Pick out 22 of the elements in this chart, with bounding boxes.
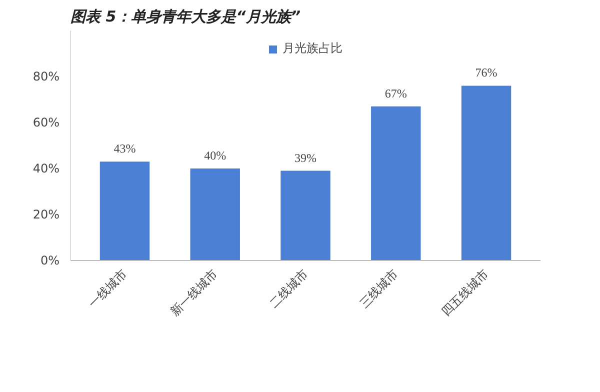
y-tick-label: 80% [32, 70, 60, 84]
y-tick-label: 0% [40, 254, 60, 268]
y-tick-label: 60% [32, 116, 60, 130]
x-tick-label: 四五线城市 [438, 266, 492, 319]
x-tick-label: 新一线城市 [168, 266, 220, 319]
y-tick-label: 40% [32, 162, 60, 176]
x-tick-label: 三线城市 [356, 266, 401, 310]
legend-label: 月光族占比 [282, 40, 342, 57]
text: 40% [204, 148, 226, 162]
bar [100, 162, 150, 260]
text: 43% [114, 142, 136, 156]
chart-title: 图表 5：单身青年大多是“月光族” [70, 8, 301, 26]
bar [190, 168, 240, 260]
bar [461, 86, 512, 260]
text: 67% [384, 86, 407, 100]
x-tick-label: 一线城市 [86, 266, 130, 310]
bar [280, 170, 330, 260]
x-tick-label: 二线城市 [266, 266, 310, 310]
text: 39% [294, 150, 316, 165]
y-tick-label: 20% [32, 208, 60, 222]
bar [371, 106, 421, 260]
text: 76% [475, 66, 498, 80]
